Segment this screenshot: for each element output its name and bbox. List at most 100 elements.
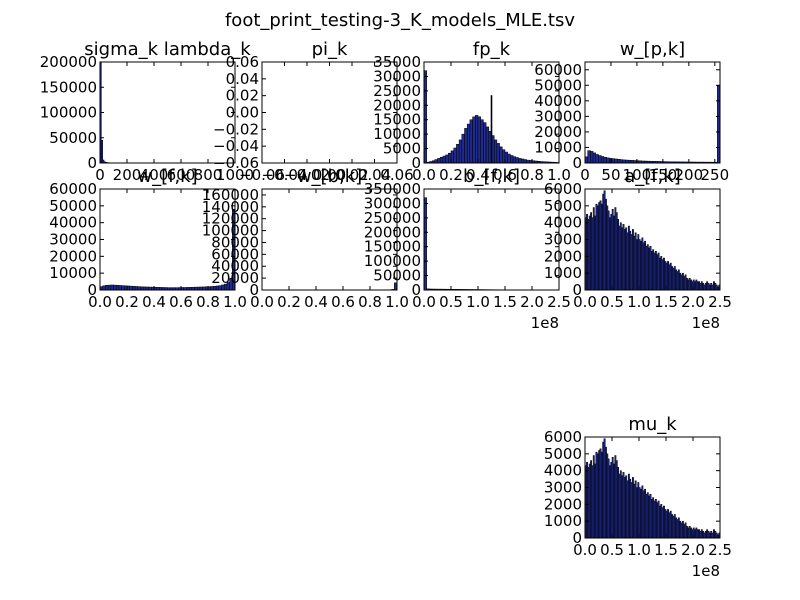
x-tick-label: 50	[601, 166, 620, 184]
y-tick-label: −0.02	[213, 120, 259, 138]
y-tick-label: 0.06	[226, 53, 259, 71]
x-tick-label: 2.0	[681, 541, 705, 559]
x-tick-label: 0.6	[493, 166, 517, 184]
histogram-bar	[121, 285, 125, 291]
x-tick-label: 1.0	[547, 166, 571, 184]
histogram-bar	[496, 143, 500, 164]
histogram-bar	[456, 143, 460, 164]
x-tick-label: 150	[649, 166, 678, 184]
y-tick-label: 0	[411, 154, 421, 172]
x-tick-label: 2.5	[547, 293, 571, 311]
y-tick-label: 100000	[364, 252, 421, 270]
x-tick-label: 1.0	[223, 293, 247, 311]
x-tick-label: 200	[675, 166, 704, 184]
x-tick-label: 1.0	[627, 541, 651, 559]
histogram-bar	[485, 126, 490, 164]
y-tick-label: 100000	[40, 104, 97, 122]
x-tick-label: 0.4	[142, 293, 166, 311]
histogram-bar	[515, 157, 519, 164]
y-tick-label: 0	[572, 154, 582, 172]
y-tick-label: 30000	[373, 67, 421, 85]
y-tick-label: 1000	[544, 512, 582, 530]
histogram-bar	[439, 156, 444, 164]
histogram-bar	[458, 139, 463, 164]
histogram-bar	[480, 119, 484, 164]
axes-frame	[423, 61, 560, 164]
histogram-bar	[472, 116, 476, 164]
y-tick-label: 40000	[211, 257, 259, 275]
x-tick-label: 0.0	[412, 293, 436, 311]
x-tick-label: 1.5	[493, 293, 517, 311]
histogram-bar	[507, 153, 511, 164]
y-tick-label: 350000	[364, 180, 421, 198]
y-tick-label: 5000	[544, 197, 582, 215]
histogram-bar	[493, 139, 498, 164]
histogram-bar	[606, 157, 610, 164]
histogram-bar	[132, 286, 136, 291]
x-tick-label: 0.0	[412, 166, 436, 184]
histogram-bar	[110, 284, 114, 291]
histogram-bar	[603, 157, 607, 164]
y-tick-label: 25000	[373, 82, 421, 100]
x-tick-label: 2.0	[520, 293, 544, 311]
histogram-bar	[129, 285, 133, 291]
y-tick-label: 2000	[544, 247, 582, 265]
histogram-bar	[512, 156, 517, 164]
histogram-bar	[469, 119, 473, 164]
y-tick-label: 140000	[202, 198, 259, 216]
figure-suptitle: foot_print_testing-3_K_models_MLE.tsv	[225, 10, 575, 31]
subplot-title: fp_k	[473, 39, 511, 60]
x-tick-label: 2.5	[708, 541, 732, 559]
y-tick-label: −0.06	[213, 154, 259, 172]
histogram-bars	[423, 70, 560, 164]
x-offset-label: 1e8	[692, 314, 720, 332]
y-tick-label: 150000	[40, 78, 97, 96]
subplot-title: sigma_k lambda_k	[84, 39, 251, 60]
x-tick-label: 0.02	[335, 166, 368, 184]
y-tick-label: 0	[87, 281, 97, 299]
x-tick-label: 100	[623, 166, 652, 184]
subplot-title: w_[p,k]	[620, 39, 685, 60]
histogram-bar	[619, 159, 624, 164]
x-tick-label: −0.06	[239, 166, 285, 184]
histogram-bar	[518, 158, 522, 164]
y-tick-label: 40000	[49, 214, 97, 232]
axes-frame	[584, 61, 721, 164]
histogram-bar	[499, 146, 503, 164]
y-tick-label: 1000	[544, 264, 582, 282]
subplot-1: 0 50000 100000 150000 200000 0 200400600800100…	[40, 39, 254, 184]
histogram-bar	[614, 158, 618, 164]
y-tick-label: 2000	[544, 495, 582, 513]
histogram-bars	[423, 197, 560, 291]
histogram-bar	[520, 158, 525, 164]
x-tick-label: 1.0	[385, 293, 409, 311]
y-tick-label: 0	[411, 281, 421, 299]
y-tick-label: 50000	[49, 197, 97, 215]
x-tick-label: 0.2	[115, 293, 139, 311]
y-tick-label: 250000	[364, 209, 421, 227]
y-tick-label: 300000	[364, 194, 421, 212]
x-tick-label: 0.5	[600, 293, 624, 311]
histogram-bar	[483, 122, 487, 164]
subplot-2: −0.06−0.04−0.020.000.020.040.06−0.06−0.0…	[213, 39, 414, 184]
histogram-bar	[105, 285, 109, 291]
y-tick-label: 200000	[364, 223, 421, 241]
x-tick-label: 0.06	[380, 166, 413, 184]
histogram-bars	[584, 438, 721, 539]
y-tick-label: 4000	[544, 214, 582, 232]
y-tick-label: 50000	[373, 267, 421, 285]
histogram-bar	[477, 116, 481, 164]
x-tick-label: 2.0	[681, 293, 705, 311]
x-tick-label: 0.2	[439, 166, 463, 184]
x-tick-label: 0.6	[331, 293, 355, 311]
histogram-bar	[595, 154, 599, 164]
y-tick-label: 0	[249, 281, 259, 299]
x-tick-label: 0.5	[439, 293, 463, 311]
y-tick-label: 150000	[364, 238, 421, 256]
